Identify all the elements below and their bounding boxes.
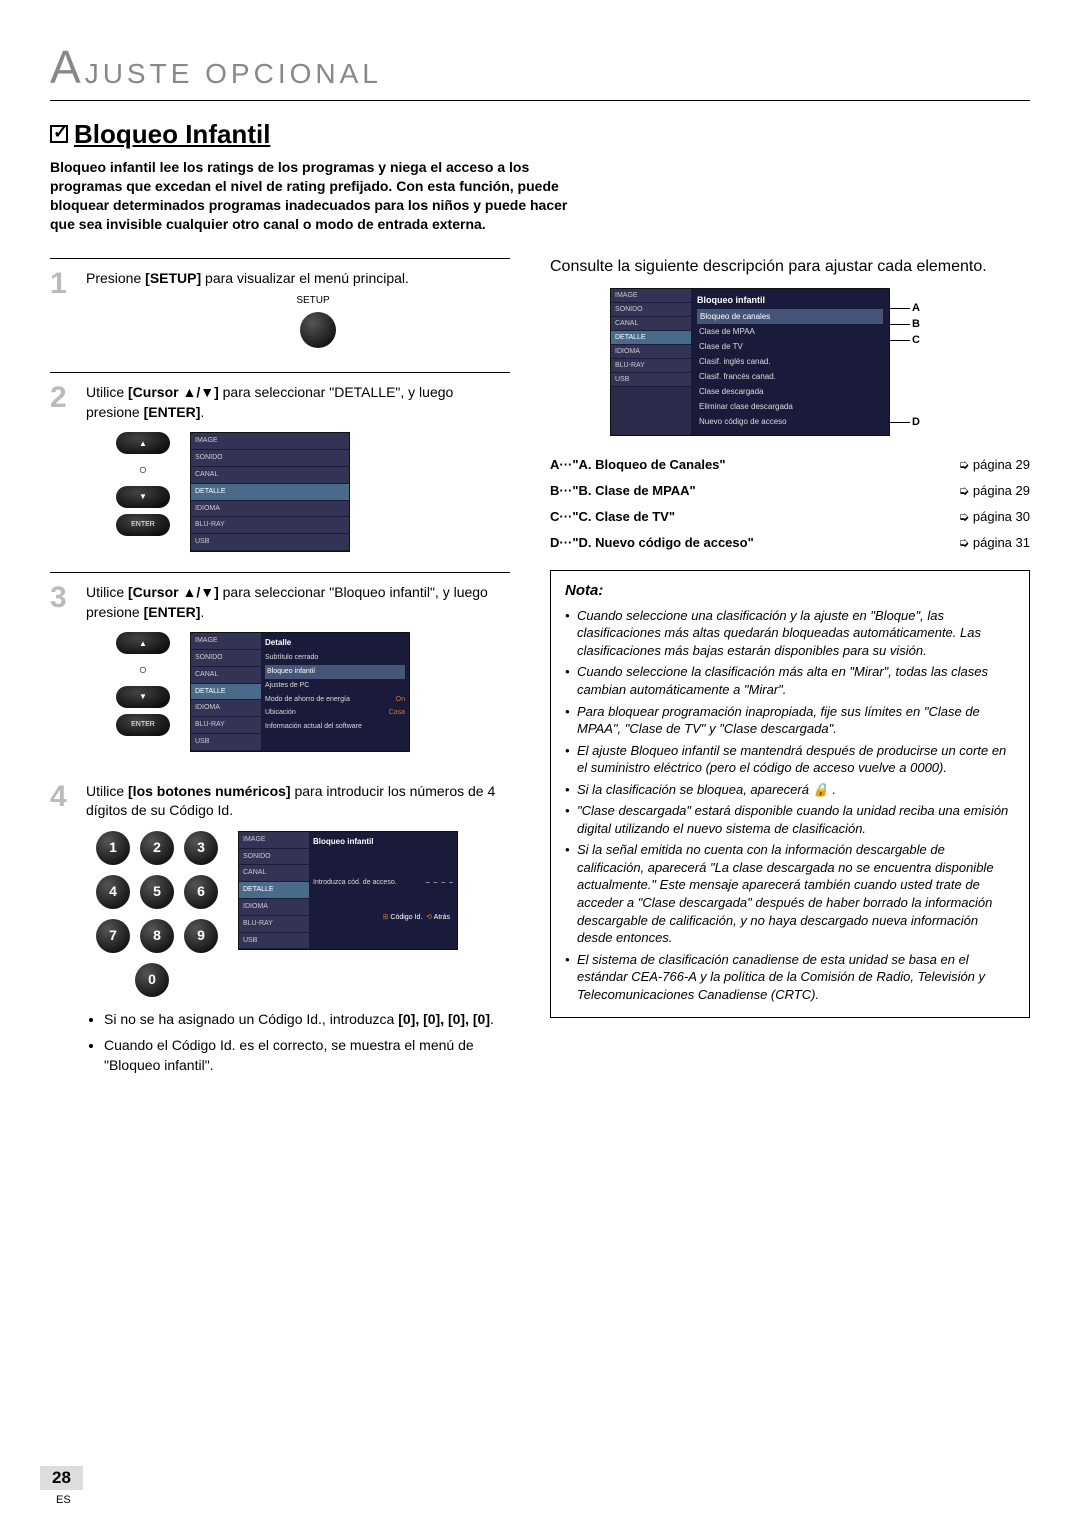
nota-item: El ajuste Bloqueo infantil se mantendrá … [565,742,1015,777]
numpad-icon: 1 2 3 4 5 6 7 8 9 [96,831,218,953]
panel-title: Bloqueo infantil [313,836,453,847]
nota-item: El sistema de clasificación canadiense d… [565,951,1015,1004]
page-lang: ES [56,1494,71,1506]
nota-box: Nota: Cuando seleccione una clasificació… [550,570,1030,1019]
step-body: Utilice [Cursor ▲/▼] para seleccionar "B… [86,583,510,752]
ring-icon: ○ [139,460,147,480]
menu-screenshot: IMAGE SONIDO CANAL DETALLE IDIOMA BLU-RA… [238,831,458,951]
page-header: AJUSTE OPCIONAL [50,40,1030,101]
right-column: Consulte la siguiente descripción para a… [550,258,1030,1102]
setup-button-icon [300,312,336,348]
step-num: 2 [50,383,76,552]
step-4: 4 Utilice [los botones numéricos] para i… [50,772,510,1082]
step-body: Utilice [los botones numéricos] para int… [86,782,510,1082]
right-intro: Consulte la siguiente descripción para a… [550,258,1030,276]
nota-item: Si la señal emitida no cuenta con la inf… [565,841,1015,946]
up-icon [116,432,170,454]
step-num: 4 [50,782,76,1082]
header-big-a: A [50,41,85,93]
step-3: 3 Utilice [Cursor ▲/▼] para seleccionar … [50,572,510,752]
panel-title: Detalle [265,637,405,648]
enter-button-icon: ENTER [116,514,170,536]
menu-item: IMAGE [191,433,349,450]
callout-labels: A B C D [890,288,930,436]
nota-title: Nota: [565,581,1015,601]
menu-item: CANAL [191,467,349,484]
menu-item: IDIOMA [191,501,349,518]
menu-item: BLU-RAY [191,517,349,534]
down-icon [116,686,170,708]
step-num: 3 [50,583,76,752]
nota-item: Para bloquear programación inapropiada, … [565,703,1015,738]
header-rest: JUSTE OPCIONAL [85,58,382,89]
down-icon [116,486,170,508]
page-number: 28 [40,1466,83,1490]
section-title: Bloqueo Infantil [50,119,1030,150]
dpad-icon: ○ ENTER [116,432,170,536]
menu-item: USB [191,534,349,551]
check-icon [50,125,68,143]
step-1: 1 Presione [SETUP] para visualizar el me… [50,258,510,353]
setup-label: SETUP [116,294,510,308]
ring-icon: ○ [139,660,147,680]
menu-screenshot: IMAGE SONIDO CANAL DETALLE IDIOMA BLU-RA… [190,432,350,552]
section-title-text: Bloqueo Infantil [74,119,270,149]
nota-item: Cuando seleccione la clasificación más a… [565,663,1015,698]
intro-paragraph: Bloqueo infantil lee los ratings de los … [50,158,570,234]
enter-button-icon: ENTER [116,714,170,736]
nota-item: "Clase descargada" estará disponible cua… [565,802,1015,837]
menu-screenshot: IMAGE SONIDO CANAL DETALLE IDIOMA BLU-RA… [190,632,410,752]
step-2: 2 Utilice [Cursor ▲/▼] para seleccionar … [50,372,510,552]
step-num: 1 [50,269,76,353]
dpad-icon: ○ ENTER [116,632,170,736]
nota-item: Si la clasificación se bloquea, aparecer… [565,781,1015,799]
up-icon [116,632,170,654]
step-body: Utilice [Cursor ▲/▼] para seleccionar "D… [86,383,510,552]
left-column: 1 Presione [SETUP] para visualizar el me… [50,258,510,1102]
menu-item: DETALLE [191,484,349,501]
reference-list: A···"A. Bloqueo de Canales"página 29 B··… [550,452,1030,556]
menu-screenshot-large: IMAGE SONIDO CANAL DETALLE IDIOMA BLU-RA… [610,288,890,436]
step4-bullets: Si no se ha asignado un Código Id., intr… [86,1009,510,1076]
step-body: Presione [SETUP] para visualizar el menú… [86,269,510,353]
menu-item: SONIDO [191,450,349,467]
nota-item: Cuando seleccione una clasificación y la… [565,607,1015,660]
